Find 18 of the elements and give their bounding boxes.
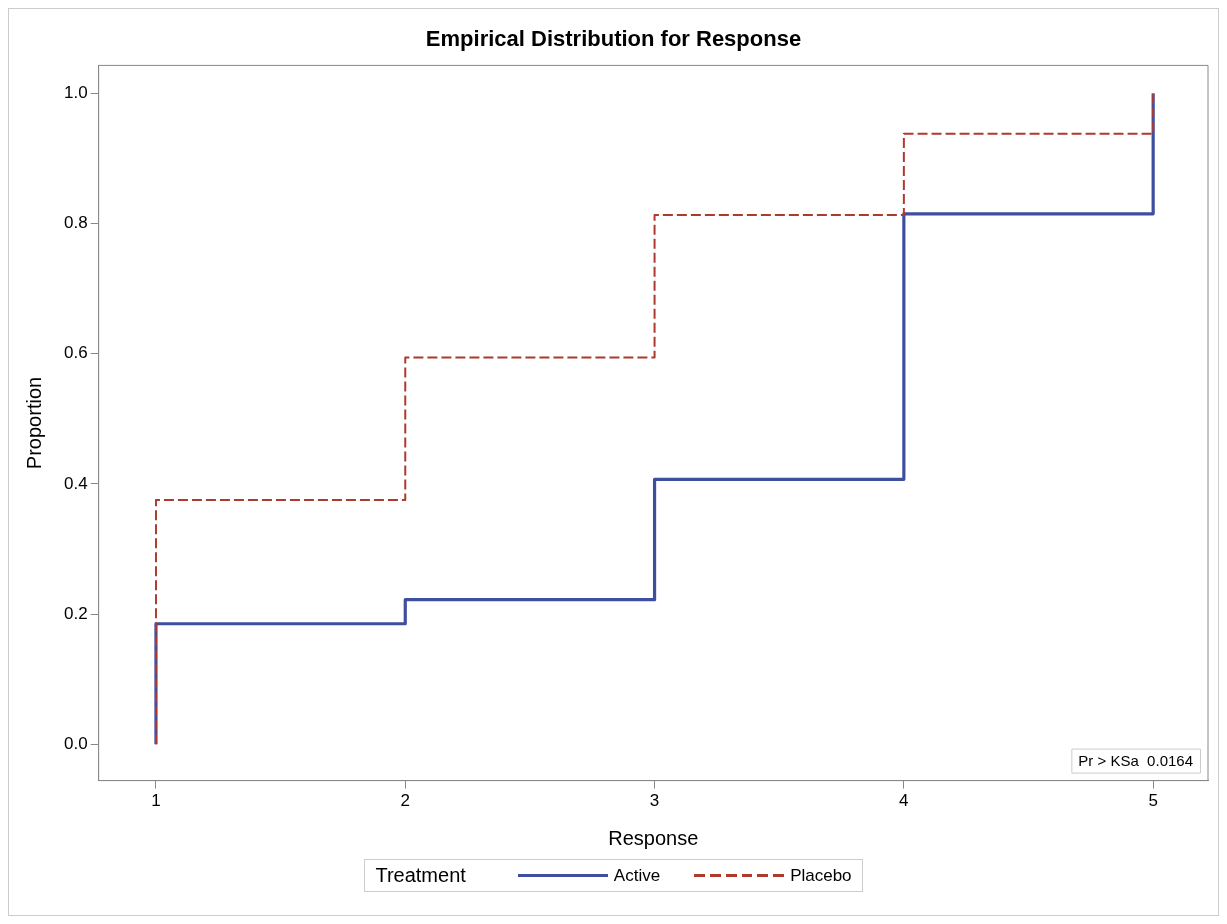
x-axis-title: Response [608, 826, 699, 849]
legend-label: Active [613, 865, 661, 886]
x-tick-label: 5 [1148, 791, 1158, 811]
y-axis-title: Proportion [22, 376, 45, 470]
chart-title: Empirical Distribution for Response [425, 26, 802, 52]
annotation: Pr > KSa 0.0164 [1078, 751, 1194, 769]
x-tick-label: 4 [899, 791, 909, 811]
y-tick-label: 0.4 [63, 473, 88, 493]
legend-label: Placebo [790, 865, 852, 886]
y-tick-label: 1.0 [63, 83, 88, 103]
x-tick-label: 3 [649, 791, 660, 811]
y-tick-label: 0.0 [63, 733, 88, 753]
x-tick-label: 1 [151, 791, 161, 811]
x-tick-label: 2 [400, 791, 410, 811]
y-tick-label: 0.6 [63, 343, 88, 363]
y-tick-label: 0.2 [63, 603, 88, 623]
y-tick-label: 0.8 [63, 213, 88, 233]
legend-title: Treatment [375, 864, 466, 887]
